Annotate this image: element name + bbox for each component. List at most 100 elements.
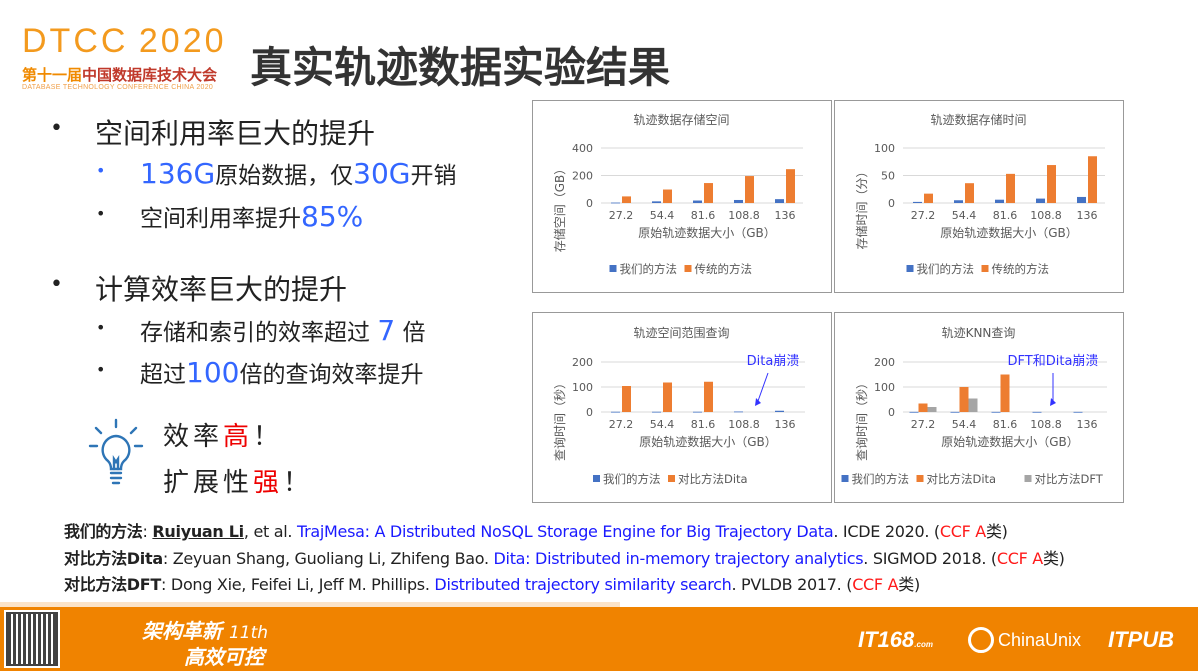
paper-title-link[interactable]: TrajMesa: A Distributed NoSQL Storage En… bbox=[296, 522, 834, 541]
y-tick-label: 200 bbox=[572, 170, 593, 183]
x-tick-label: 54.4 bbox=[650, 418, 675, 431]
text: 原始数据，仅 bbox=[215, 163, 354, 189]
dtcc-logo: DTCC 2020 bbox=[22, 22, 227, 60]
bar-我们的方法 bbox=[652, 201, 661, 203]
x-tick-label: 54.4 bbox=[650, 209, 675, 222]
bar-对比方法Dita bbox=[622, 386, 631, 412]
y-tick-label: 100 bbox=[572, 381, 593, 394]
x-tick-label: 108.8 bbox=[1030, 209, 1062, 222]
bar-传统的方法 bbox=[663, 189, 672, 203]
y-tick-label: 0 bbox=[888, 197, 895, 210]
x-tick-label: 136 bbox=[1077, 418, 1098, 431]
x-tick-label: 108.8 bbox=[728, 418, 760, 431]
slogan-efficiency: 效率高！ bbox=[163, 422, 284, 452]
x-tick-label: 108.8 bbox=[728, 209, 760, 222]
legend-swatch bbox=[684, 265, 692, 272]
y-tick-label: 50 bbox=[881, 170, 895, 183]
bar-对比方法Dita bbox=[918, 403, 928, 412]
bar-传统的方法 bbox=[786, 169, 795, 203]
bar-我们的方法 bbox=[775, 199, 784, 203]
bar-传统的方法 bbox=[924, 193, 933, 203]
x-axis-label: 原始轨迹数据大小（GB） bbox=[941, 434, 1079, 449]
y-axis-label: 查询时间（秒） bbox=[553, 377, 567, 461]
bar-我们的方法 bbox=[1032, 411, 1042, 413]
legend-label: 我们的方法 bbox=[852, 472, 910, 486]
bar-我们的方法 bbox=[693, 411, 702, 413]
it168-logo: IT168.com bbox=[858, 627, 933, 652]
bar-我们的方法 bbox=[1036, 198, 1045, 203]
y-axis-label: 查询时间（秒） bbox=[855, 377, 869, 461]
footer-strip bbox=[0, 602, 620, 608]
lightbulb-icon bbox=[88, 418, 144, 494]
bar-我们的方法 bbox=[693, 200, 702, 203]
bar-传统的方法 bbox=[1047, 165, 1056, 203]
chart-title: 轨迹KNN查询 bbox=[942, 326, 1016, 340]
logo-english: DATABASE TECHNOLOGY CONFERENCE CHINA 202… bbox=[22, 84, 214, 91]
legend-label: 传统的方法 bbox=[695, 262, 753, 276]
bar-我们的方法 bbox=[909, 411, 919, 413]
footer-slogan-2: 高效可控 bbox=[184, 645, 264, 669]
x-tick-label: 136 bbox=[1077, 209, 1098, 222]
chart-knn-query: 轨迹KNN查询 0 100 200 27.2 54.4 81.6 108.8 136 原始轨迹数据… bbox=[834, 312, 1124, 503]
paper-title-link[interactable]: Distributed trajectory similarity search bbox=[434, 575, 732, 594]
y-tick-label: 0 bbox=[586, 406, 593, 419]
chart-title: 轨迹数据存储时间 bbox=[930, 112, 1026, 127]
sub-bullet-dot: • bbox=[96, 360, 106, 379]
legend-label: 对比方法DFT bbox=[1035, 472, 1104, 486]
y-tick-label: 400 bbox=[572, 142, 593, 155]
bar-对比方法Dita bbox=[959, 387, 969, 412]
legend-label: 我们的方法 bbox=[620, 262, 678, 276]
highlight-text: 85% bbox=[301, 200, 364, 233]
legend-swatch bbox=[609, 265, 617, 272]
x-tick-label: 81.6 bbox=[993, 418, 1018, 431]
highlight-text: 30G bbox=[353, 157, 411, 190]
bar-传统的方法 bbox=[1088, 156, 1097, 203]
legend-swatch bbox=[593, 475, 600, 482]
bar-传统的方法 bbox=[1006, 173, 1015, 203]
bullet-dot: • bbox=[50, 116, 63, 141]
footer-slogan-1: 架构革新 11th bbox=[142, 619, 269, 643]
itpub-logo: ITPUB bbox=[1108, 627, 1174, 652]
x-axis-label: 原始轨迹数据大小（GB） bbox=[639, 434, 777, 449]
x-tick-label: 27.2 bbox=[609, 418, 634, 431]
legend-swatch bbox=[1024, 475, 1032, 482]
sub-bullet: 超过100倍的查询效率提升 bbox=[140, 355, 423, 389]
reference-line: 我们的方法: Ruiyuan Li, et al. TrajMesa: A Di… bbox=[64, 522, 1008, 541]
highlight-text: 100 bbox=[186, 356, 240, 389]
y-axis-label: 存储时间（分） bbox=[854, 165, 869, 249]
text: 开销 bbox=[410, 163, 457, 189]
chart-storage-time: 轨迹数据存储时间 0 50 100 27.2 54.4 81.6 108.8 136 原始轨迹数据… bbox=[834, 100, 1124, 293]
x-tick-label: 27.2 bbox=[911, 418, 936, 431]
bar-我们的方法 bbox=[611, 202, 620, 204]
bar-对比方法Dita bbox=[704, 381, 713, 412]
arrowhead-icon bbox=[755, 398, 761, 406]
x-tick-label: 54.4 bbox=[952, 209, 977, 222]
legend-swatch bbox=[668, 475, 675, 482]
main-bullet: 计算效率巨大的提升 bbox=[95, 273, 348, 306]
x-axis-label: 原始轨迹数据大小（GB） bbox=[638, 225, 776, 240]
bar-对比方法Dita bbox=[1000, 374, 1010, 412]
sub-bullet: 空间利用率提升85% bbox=[140, 199, 363, 233]
text: 倍 bbox=[395, 320, 426, 346]
bar-我们的方法 bbox=[1077, 196, 1086, 203]
legend-label: 对比方法Dita bbox=[678, 472, 748, 486]
sub-bullet: 存储和索引的效率超过 7 倍 bbox=[140, 313, 425, 347]
legend-label: 我们的方法 bbox=[603, 472, 661, 486]
y-axis-label: 存储空间（GB） bbox=[552, 163, 567, 253]
sub-bullet-dot: • bbox=[96, 161, 106, 180]
bar-我们的方法 bbox=[954, 200, 963, 203]
annotation-arrow bbox=[757, 372, 769, 402]
legend-label: 我们的方法 bbox=[917, 262, 975, 276]
legend-swatch bbox=[916, 475, 924, 482]
bar-我们的方法 bbox=[995, 199, 1004, 203]
bar-对比方法DFT bbox=[927, 407, 937, 412]
annotation-text: Dita崩溃 bbox=[747, 354, 800, 369]
y-tick-label: 0 bbox=[888, 406, 895, 419]
text: 倍的查询效率提升 bbox=[239, 362, 424, 388]
x-tick-label: 81.6 bbox=[691, 209, 716, 222]
y-tick-label: 100 bbox=[874, 381, 895, 394]
x-tick-label: 27.2 bbox=[609, 209, 634, 222]
chart-range-query: 轨迹空间范围查询 0 100 200 27.2 54.4 81.6 108.8 136 原始轨迹数… bbox=[532, 312, 832, 503]
paper-title-link[interactable]: Dita: Distributed in-memory trajectory a… bbox=[493, 548, 864, 568]
legend-swatch bbox=[841, 475, 849, 482]
